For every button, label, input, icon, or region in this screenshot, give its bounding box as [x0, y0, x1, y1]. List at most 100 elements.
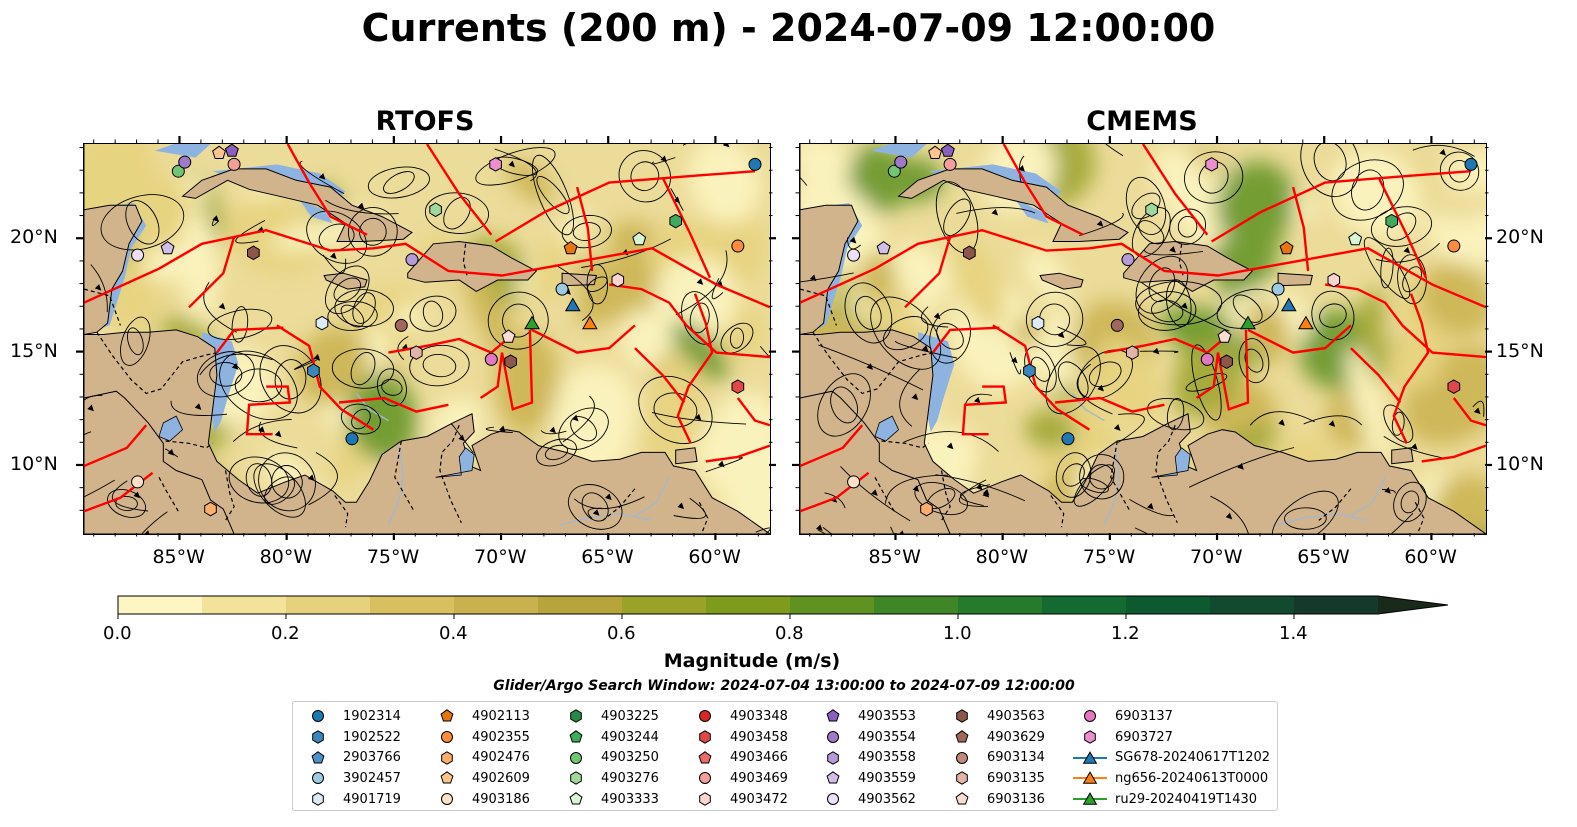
float-marker	[315, 315, 329, 331]
float-marker	[224, 144, 239, 157]
legend-label: 4903563	[987, 708, 1045, 724]
legend-item: 4902476	[430, 747, 530, 768]
legend-label: 4903333	[601, 791, 659, 807]
float-marker	[582, 315, 598, 330]
legend-item: 4903563	[945, 706, 1045, 727]
float-marker	[563, 240, 578, 255]
legend-item: 4903629	[945, 727, 1045, 748]
legend-item: 6903136	[945, 789, 1045, 810]
float-marker	[611, 272, 625, 288]
longitude-label: 85°W	[152, 546, 205, 568]
float-marker	[227, 157, 241, 171]
float-marker	[1348, 231, 1363, 246]
float-marker	[345, 432, 359, 446]
legend-label: 3902457	[343, 770, 401, 786]
legend-item: 4903559	[816, 768, 916, 789]
legend-item: 4903225	[559, 706, 659, 727]
latitude-label: 10°N	[10, 452, 58, 475]
legend-label: 6903136	[987, 791, 1045, 807]
legend-item: 4903472	[688, 789, 788, 810]
float-marker	[847, 248, 861, 262]
float-marker	[928, 145, 942, 159]
colorbar-tick-label: 0.6	[607, 623, 636, 644]
legend-label: 6903727	[1115, 729, 1173, 745]
float-marker	[171, 164, 185, 178]
float-marker	[1464, 157, 1478, 171]
legend-label: 4903553	[858, 708, 916, 724]
legend-label: 6903134	[987, 750, 1045, 766]
legend-label: 4903458	[730, 729, 788, 745]
longitude-label: 60°W	[1404, 546, 1457, 568]
legend-marker-icon	[1084, 710, 1096, 723]
legend-label: 2903766	[343, 750, 401, 766]
legend-marker-icon	[312, 730, 324, 744]
legend-marker-icon	[1084, 730, 1096, 744]
latitude-label: 15°N	[10, 339, 58, 362]
legend-item: 4902609	[430, 768, 530, 789]
legend-label: 4903244	[601, 729, 659, 745]
figure-title: Currents (200 m) - 2024-07-09 12:00:00	[361, 6, 1216, 50]
legend-column: 4902113 4902355 4902476 4902609 4903186	[430, 706, 530, 809]
legend-marker-icon	[441, 731, 453, 744]
longitude-label: 80°W	[259, 546, 313, 568]
legend-marker-icon	[827, 731, 839, 744]
float-marker	[894, 155, 908, 169]
colorbar-tick-label: 1.4	[1279, 623, 1308, 644]
legend-label: 4902476	[472, 750, 530, 766]
legend-marker-icon	[570, 709, 582, 724]
float-marker	[963, 245, 976, 261]
float-marker	[1121, 253, 1135, 267]
panel-title-cmems: CMEMS	[1086, 106, 1198, 137]
float-marker	[307, 363, 320, 379]
legend-label: 4903558	[858, 750, 916, 766]
legend-marker-icon	[955, 730, 969, 743]
legend-label: 4903559	[858, 770, 916, 786]
legend-label: 4902355	[472, 729, 530, 745]
legend-marker-icon	[312, 792, 324, 806]
legend-item: 4903458	[688, 727, 788, 748]
legend-item: SG678-20240617T1202	[1073, 747, 1270, 768]
float-marker	[1271, 282, 1285, 296]
legend-marker-icon	[699, 730, 711, 744]
longitude-label: 80°W	[975, 546, 1029, 568]
longitude-label: 65°W	[581, 546, 634, 568]
map-panel-cmems	[799, 143, 1487, 535]
legend-marker-icon	[570, 771, 582, 786]
legend-marker-icon	[440, 771, 454, 784]
legend-item: 1902522	[301, 727, 401, 748]
longitude-label: 85°W	[868, 546, 921, 568]
float-marker	[247, 245, 260, 261]
float-marker	[524, 315, 540, 330]
legend-label: ru29-20240419T1430	[1115, 791, 1258, 807]
legend-item: 4902113	[430, 706, 530, 727]
legend-marker-icon	[441, 793, 453, 806]
legend-item: 3902457	[301, 768, 401, 789]
legend-item: 4903250	[559, 747, 659, 768]
legend-item: 4903466	[688, 747, 788, 768]
float-marker	[212, 145, 226, 159]
legend-marker-icon	[312, 772, 324, 785]
float-marker	[1280, 297, 1297, 312]
float-marker	[204, 501, 217, 517]
legend-marker-icon	[826, 709, 840, 722]
float-marker	[1126, 345, 1139, 360]
legend-marker-icon	[569, 730, 583, 743]
legend-marker-icon	[827, 750, 839, 765]
legend-item: 4903348	[688, 706, 788, 727]
longitude-label: 75°W	[366, 546, 420, 568]
float-marker	[1220, 354, 1233, 369]
legend-item: 4902355	[430, 727, 530, 748]
legend-marker-icon	[827, 793, 839, 806]
latitude-label: 20°N	[10, 226, 58, 249]
legend-label: 4903225	[601, 708, 659, 724]
legend-label: 1902522	[343, 729, 401, 745]
float-marker	[632, 231, 647, 246]
legend-column: 4903563 4903629 6903134 6903135 6903136	[945, 706, 1045, 809]
legend-item: 2903766	[301, 747, 401, 768]
legend-marker-icon	[440, 709, 454, 722]
longitude-label: 70°W	[474, 546, 527, 568]
legend-marker-icon	[699, 792, 711, 806]
legend-label: 1902314	[343, 708, 401, 724]
legend-item: 4903469	[688, 768, 788, 789]
legend-item: 4903562	[816, 789, 916, 810]
